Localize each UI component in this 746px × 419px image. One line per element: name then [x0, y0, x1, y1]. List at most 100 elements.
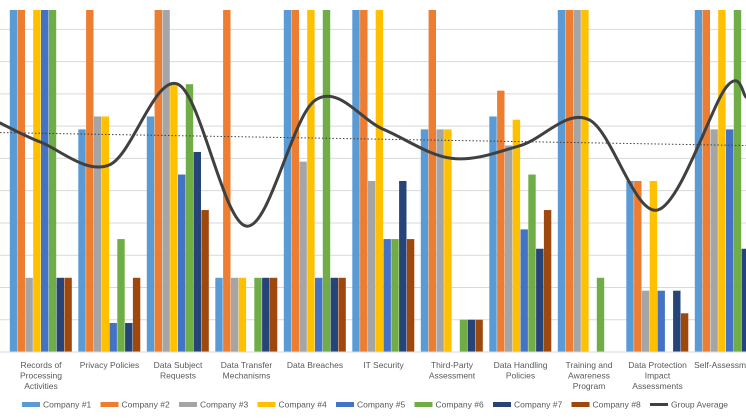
- x-tick-label: Data Handling: [494, 360, 548, 370]
- x-tick-label: Awareness: [568, 371, 610, 381]
- legend-label: Company #8: [593, 400, 641, 410]
- bar-company-2-4: [291, 10, 299, 352]
- legend-label: Company #5: [357, 400, 405, 410]
- legend-swatch: [100, 402, 119, 407]
- bar-company-7-0: [56, 277, 64, 352]
- legend-item: Company #1: [22, 400, 91, 410]
- trendline-layer: [0, 132, 746, 147]
- bar-company-7-4: [330, 277, 338, 352]
- bar-company-5-10: [726, 129, 734, 352]
- legend-swatch: [571, 402, 590, 407]
- bar-company-3-8: [573, 10, 581, 352]
- x-tick-label: IT Security: [363, 360, 404, 370]
- x-tick-label: Data Protection: [628, 360, 687, 370]
- bar-company-1-2: [146, 116, 155, 352]
- bar-company-4-10: [718, 10, 726, 352]
- bar-company-6-7: [528, 174, 536, 352]
- bar-company-7-7: [536, 248, 544, 352]
- bar-company-6-2: [185, 84, 194, 352]
- bar-company-5-1: [109, 322, 117, 352]
- bar-company-7-10: [741, 248, 746, 352]
- legend-label: Company #3: [200, 400, 248, 410]
- bar-company-7-3: [262, 277, 270, 352]
- bar-company-1-4: [283, 10, 292, 352]
- bar-company-7-9: [673, 290, 681, 352]
- x-tick-label: Impact: [645, 371, 671, 381]
- bar-company-3-7: [504, 145, 513, 352]
- x-tick-label: Mechanisms: [223, 371, 271, 381]
- bar-company-5-2: [178, 174, 186, 352]
- bar-company-3-4: [299, 161, 307, 352]
- legend-swatch: [336, 402, 354, 407]
- legend-swatch: [493, 402, 511, 407]
- legend-item: Company #2: [100, 400, 170, 410]
- bar-company-8-1: [132, 277, 141, 352]
- bar-company-3-10: [710, 129, 718, 352]
- bar-company-5-4: [315, 277, 323, 352]
- bar-company-2-3: [223, 10, 231, 352]
- legend-item: Company #4: [257, 400, 327, 410]
- bar-company-3-1: [93, 116, 102, 352]
- bar-company-1-1: [78, 129, 86, 352]
- legend: Company #1 Company #2 Company #3 Company #4…: [22, 400, 728, 410]
- bar-company-1-3: [215, 277, 223, 352]
- bar-company-4-3: [238, 277, 247, 352]
- bar-company-8-0: [64, 277, 72, 352]
- bar-company-7-1: [125, 322, 133, 352]
- x-tick-label: Data Transfer: [221, 360, 273, 370]
- bar-company-4-2: [170, 84, 178, 352]
- legend-swatch: [414, 402, 433, 407]
- bar-company-1-9: [626, 181, 634, 352]
- x-tick-label: Policies: [506, 371, 535, 381]
- bar-company-2-6: [428, 10, 436, 352]
- bar-company-6-8: [596, 277, 605, 352]
- group-average-layer: [0, 79, 746, 228]
- bar-company-6-1: [117, 239, 125, 352]
- legend-item: Company #3: [179, 400, 248, 410]
- legend-label: Company #7: [514, 400, 562, 410]
- bar-company-4-5: [375, 10, 384, 352]
- bar-company-7-6: [467, 319, 475, 352]
- bar-company-2-8: [565, 10, 573, 352]
- bar-company-7-5: [399, 181, 407, 352]
- bar-company-6-0: [48, 10, 57, 352]
- bar-company-3-3: [230, 277, 239, 352]
- bar-company-1-7: [489, 116, 497, 352]
- x-tick-label: Assessments: [632, 381, 683, 391]
- legend-swatch: [22, 402, 40, 407]
- legend-swatch: [257, 402, 276, 407]
- bar-company-5-9: [657, 290, 665, 352]
- bar-company-2-10: [702, 10, 710, 352]
- bar-company-2-9: [634, 181, 642, 352]
- group-average-line: [0, 79, 746, 228]
- bar-company-1-6: [420, 129, 429, 352]
- bar-company-5-0: [41, 10, 49, 352]
- bar-company-2-5: [360, 10, 368, 352]
- x-tick-label: Requests: [160, 371, 196, 381]
- bar-company-4-4: [307, 10, 315, 352]
- legend-label: Company #4: [279, 400, 327, 410]
- x-tick-label: Program: [573, 381, 606, 391]
- bar-company-8-9: [680, 313, 689, 352]
- bar-company-8-4: [338, 277, 346, 352]
- bar-company-4-8: [581, 10, 589, 352]
- bar-company-3-5: [367, 181, 376, 352]
- bar-company-2-1: [86, 10, 94, 352]
- bar-company-4-0: [33, 10, 41, 352]
- x-tick-label: Self-Assessment: [694, 360, 746, 370]
- bar-company-5-5: [383, 239, 391, 352]
- x-tick-label: Processing: [20, 371, 62, 381]
- legend-item: Company #7: [493, 400, 562, 410]
- bar-company-6-3: [254, 277, 262, 352]
- x-tick-label: Data Breaches: [287, 360, 343, 370]
- legend-item: Company #5: [336, 400, 405, 410]
- x-tick-label: Records of: [20, 360, 62, 370]
- bar-company-8-3: [269, 277, 278, 352]
- bars: [9, 10, 746, 353]
- x-tick-label: Data Subject: [154, 360, 203, 370]
- legend-label: Company #2: [122, 400, 170, 410]
- legend-label: Company #6: [436, 400, 484, 410]
- legend-item: Group Average: [650, 400, 728, 410]
- bar-company-1-8: [557, 10, 566, 352]
